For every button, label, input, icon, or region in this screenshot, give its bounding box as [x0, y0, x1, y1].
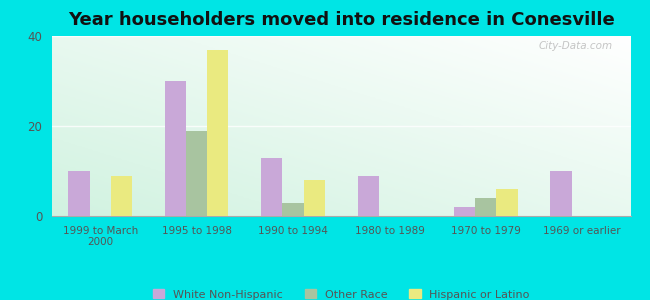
Bar [68, 171, 90, 216]
Bar [358, 176, 379, 216]
Text: City-Data.com: City-Data.com [539, 41, 613, 51]
Bar [261, 158, 283, 216]
Bar [304, 180, 325, 216]
Bar [454, 207, 475, 216]
Legend: White Non-Hispanic, Other Race, Hispanic or Latino: White Non-Hispanic, Other Race, Hispanic… [148, 285, 534, 300]
Bar [475, 198, 497, 216]
Bar [165, 81, 186, 216]
Bar [186, 130, 207, 216]
Title: Year householders moved into residence in Conesville: Year householders moved into residence i… [68, 11, 615, 29]
Bar [497, 189, 517, 216]
Bar [111, 176, 132, 216]
Bar [207, 50, 228, 216]
Bar [551, 171, 572, 216]
Bar [283, 202, 304, 216]
